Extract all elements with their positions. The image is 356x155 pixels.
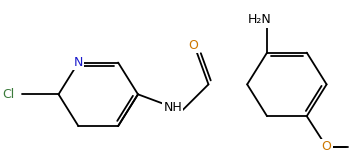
Text: O: O: [189, 39, 199, 52]
Text: NH: NH: [163, 101, 182, 114]
Text: N: N: [74, 56, 83, 69]
Text: H₂N: H₂N: [248, 13, 272, 26]
Text: O: O: [322, 140, 331, 153]
Text: Cl: Cl: [2, 88, 15, 101]
